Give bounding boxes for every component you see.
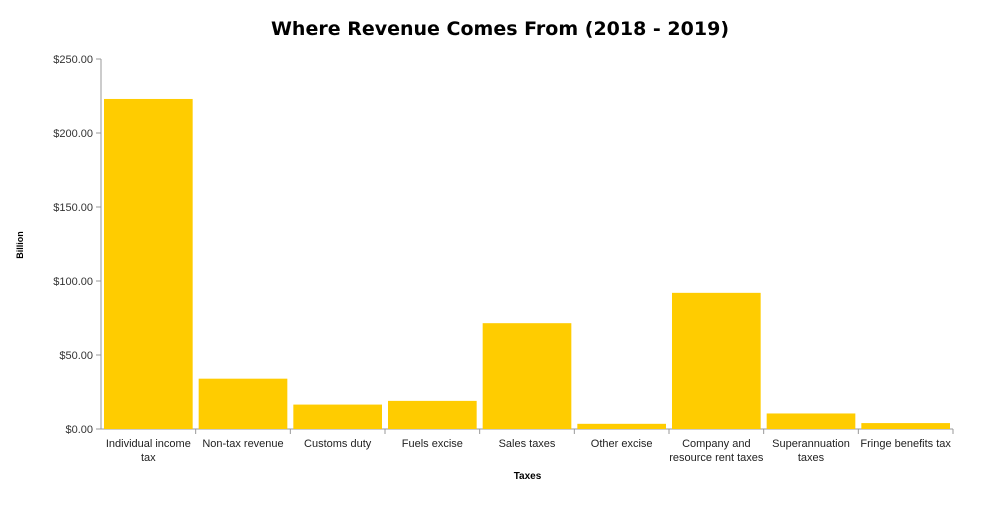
y-tick-label: $100.00: [53, 276, 93, 288]
y-tick-label: $150.00: [53, 202, 93, 214]
y-tick-label: $50.00: [59, 350, 93, 362]
bar: [104, 98, 193, 430]
x-tick-label: Individual income tax: [106, 438, 191, 464]
bar: [766, 413, 856, 429]
bar: [861, 423, 950, 429]
x-tick-label: Company and resource rent taxes: [669, 438, 764, 464]
x-tick-label: Sales taxes: [499, 438, 556, 450]
x-tick-label: Fringe benefits tax: [860, 438, 951, 450]
bar: [388, 400, 477, 429]
x-tick-label: Fuels excise: [402, 438, 463, 450]
bar: [672, 292, 761, 429]
bar: [577, 423, 666, 429]
x-tick-label: Customs duty: [304, 438, 372, 450]
x-axis-label: Taxes: [513, 471, 542, 482]
x-tick-label: Superannuation taxes: [772, 438, 850, 464]
chart-title: Where Revenue Comes From (2018 - 2019): [270, 18, 730, 40]
y-tick-label: $250.00: [53, 54, 93, 66]
y-tick-label: $0.00: [65, 424, 93, 436]
bar: [482, 323, 572, 429]
y-tick-label: $200.00: [53, 128, 93, 140]
bar: [293, 404, 382, 429]
x-tick-label: Other excise: [591, 438, 653, 450]
bar: [198, 378, 288, 429]
x-tick-label: Non-tax revenue: [202, 438, 283, 450]
